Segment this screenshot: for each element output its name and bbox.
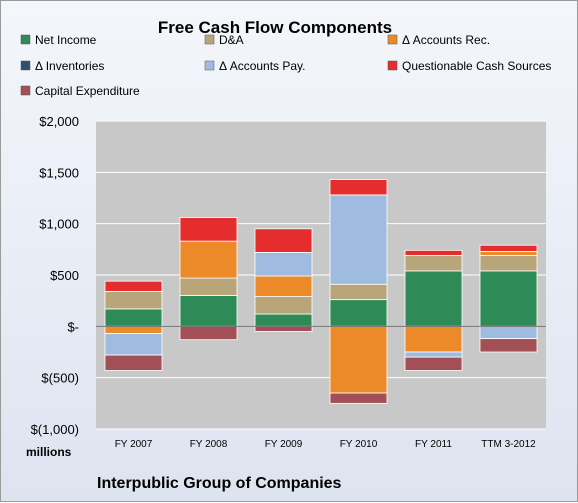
legend-swatch-d-a xyxy=(204,34,215,45)
bar-fy-2008-net-income xyxy=(179,295,238,327)
bar-fy-2010-questionable-cash-sources xyxy=(329,179,388,196)
bar-fy-2008-accounts-rec xyxy=(179,240,238,279)
x-tick-label: FY 2008 xyxy=(190,439,228,450)
legend-swatch-questionable-cash-sources xyxy=(387,60,398,71)
bar-ttm-3-2012-d-a xyxy=(479,255,538,272)
legend-label-questionable-cash-sources: Questionable Cash Sources xyxy=(402,59,551,73)
bar-fy-2009-capital-expenditure xyxy=(254,325,313,332)
bar-fy-2010-capital-expenditure xyxy=(329,392,388,404)
bar-ttm-3-2012-net-income xyxy=(479,270,538,327)
bar-fy-2008-questionable-cash-sources xyxy=(179,217,238,242)
bar-fy-2007-questionable-cash-sources xyxy=(104,280,163,292)
bar-fy-2011-questionable-cash-sources xyxy=(404,249,463,256)
bar-fy-2007-d-a xyxy=(104,291,163,310)
chart-title: Free Cash Flow Components xyxy=(158,18,392,37)
y-tick-label: $1,000 xyxy=(39,217,79,232)
bar-fy-2009-accounts-rec xyxy=(254,275,313,297)
legend-label-net-income: Net Income xyxy=(35,33,97,47)
bar-fy-2011-d-a xyxy=(404,255,463,272)
legend-label-accounts-pay: Δ Accounts Pay. xyxy=(219,59,306,73)
unit-label: millions xyxy=(26,445,72,459)
y-tick-label: $2,000 xyxy=(39,114,79,129)
legend-label-inventories: Δ Inventories xyxy=(35,59,104,73)
bar-fy-2011-net-income xyxy=(404,270,463,327)
bar-fy-2011-accounts-rec xyxy=(404,325,463,353)
legend-swatch-capital-expenditure xyxy=(20,85,31,96)
bar-ttm-3-2012-accounts-rec xyxy=(479,250,538,256)
legend-label-d-a: D&A xyxy=(219,33,244,47)
x-tick-label: FY 2011 xyxy=(415,439,452,450)
bar-fy-2010-d-a xyxy=(329,283,388,301)
bars xyxy=(104,179,538,404)
bar-fy-2008-capital-expenditure xyxy=(179,325,238,341)
y-tick-label: $1,500 xyxy=(39,165,79,180)
bar-fy-2011-accounts-pay xyxy=(404,351,463,358)
y-tick-label: $- xyxy=(67,319,79,334)
bar-fy-2009-net-income xyxy=(254,313,313,327)
bar-fy-2007-accounts-rec xyxy=(104,325,163,334)
x-tick-label: TTM 3-2012 xyxy=(481,439,536,450)
legend-swatch-accounts-rec xyxy=(387,34,398,45)
x-tick-label: FY 2010 xyxy=(340,439,378,450)
y-tick-label: $500 xyxy=(50,268,79,283)
bar-fy-2009-questionable-cash-sources xyxy=(254,228,313,253)
bar-fy-2009-accounts-pay xyxy=(254,252,313,277)
bar-fy-2009-d-a xyxy=(254,296,313,315)
bar-fy-2007-net-income xyxy=(104,308,163,327)
bar-fy-2008-d-a xyxy=(179,277,238,296)
bar-ttm-3-2012-capital-expenditure xyxy=(479,338,538,353)
y-tick-label: $(500) xyxy=(41,371,79,386)
bar-ttm-3-2012-questionable-cash-sources xyxy=(479,244,538,252)
bar-ttm-3-2012-accounts-pay xyxy=(479,325,538,340)
legend-swatch-net-income xyxy=(20,34,31,45)
bar-fy-2010-accounts-pay xyxy=(329,194,388,285)
legend-label-accounts-rec: Δ Accounts Rec. xyxy=(402,33,490,47)
bar-fy-2007-capital-expenditure xyxy=(104,354,163,371)
x-axis-ticks: FY 2007 FY 2008 FY 2009 FY 2010 FY 2011 TTM 3… xyxy=(115,439,536,450)
legend: Net Income D&A Δ Accounts Rec. Δ Inventorie… xyxy=(20,33,551,98)
x-tick-label: FY 2007 xyxy=(115,439,153,450)
y-tick-label: $(1,000) xyxy=(31,422,79,437)
company-name: Interpublic Group of Companies xyxy=(97,475,342,492)
bar-fy-2011-capital-expenditure xyxy=(404,356,463,371)
bar-fy-2010-net-income xyxy=(329,299,388,327)
legend-label-capital-expenditure: Capital Expenditure xyxy=(35,84,140,98)
bar-fy-2007-accounts-pay xyxy=(104,333,163,356)
y-axis-ticks: $2,000 $1,500 $1,000 $500 $- $(500) $(1,000) xyxy=(31,114,79,437)
x-tick-label: FY 2009 xyxy=(265,439,303,450)
bar-fy-2010-accounts-rec xyxy=(329,325,388,394)
legend-swatch-accounts-pay xyxy=(204,60,215,71)
legend-swatch-inventories xyxy=(20,60,31,71)
gridlines xyxy=(96,120,546,430)
